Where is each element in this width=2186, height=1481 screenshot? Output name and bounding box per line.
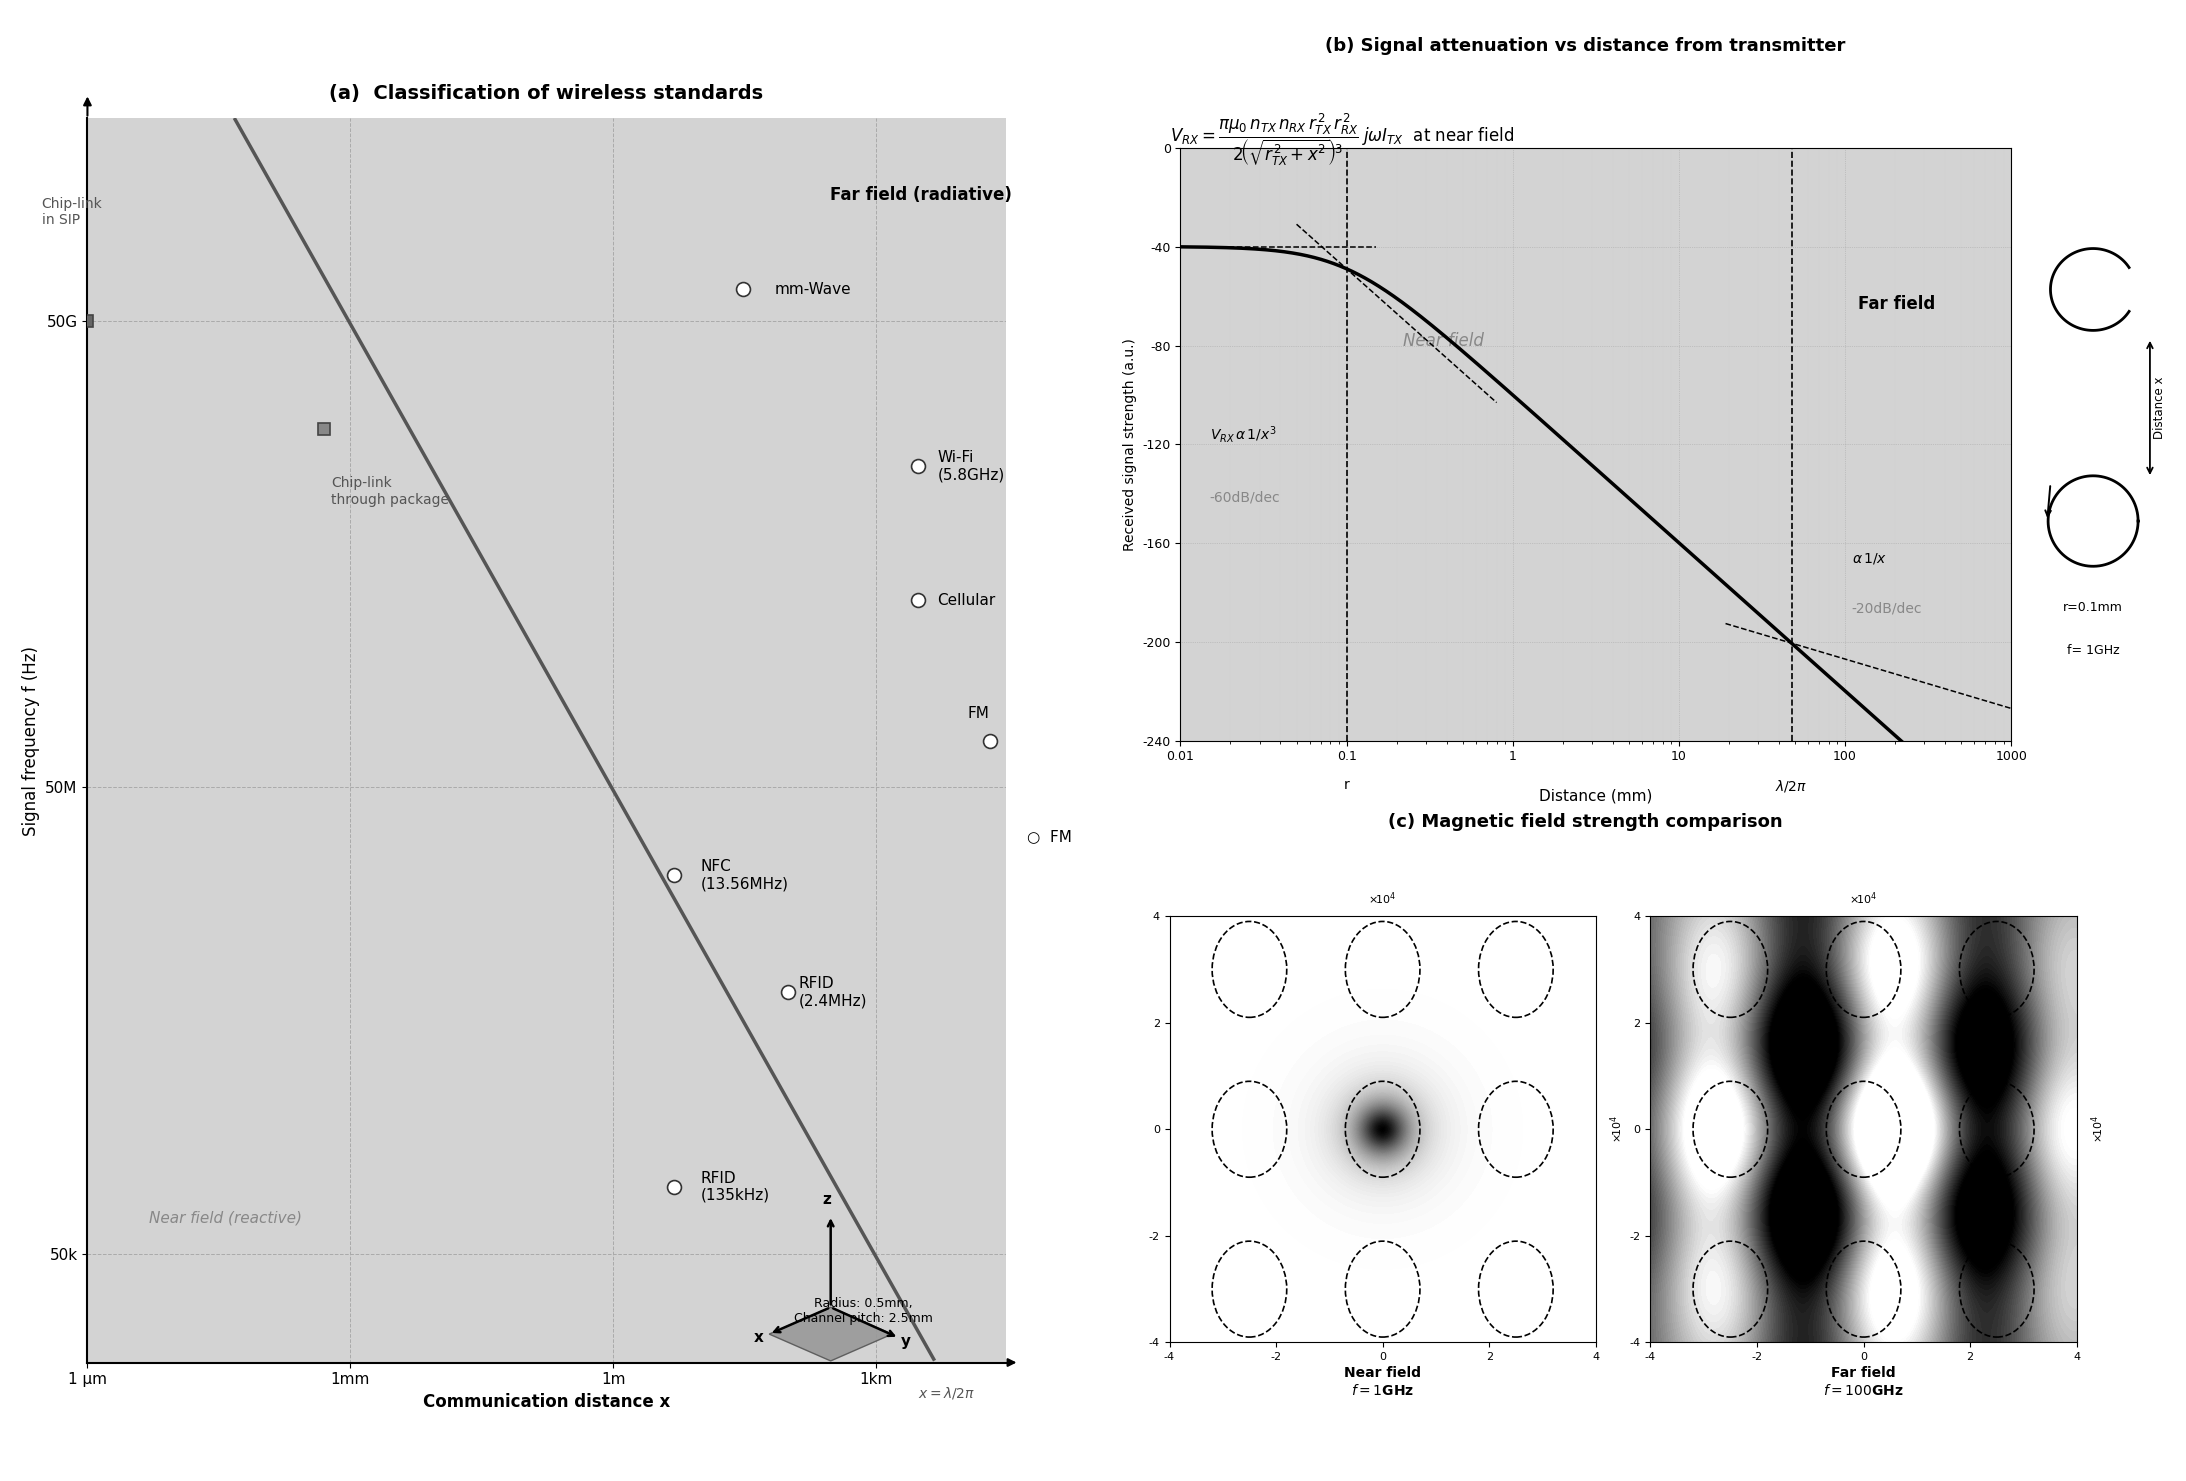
Text: -20dB/dec: -20dB/dec [1852,601,1921,615]
Text: r=0.1mm: r=0.1mm [2064,601,2123,613]
Text: $\times\!10^4$: $\times\!10^4$ [2090,1115,2105,1143]
Text: Cellular: Cellular [938,592,995,607]
Text: Chip-link
in SIP: Chip-link in SIP [42,197,103,227]
X-axis label: Far field
$f=100$GHz: Far field $f=100$GHz [1823,1367,1904,1398]
Text: r: r [1344,778,1349,791]
Text: ○  FM: ○ FM [1027,829,1073,844]
Text: (c) Magnetic field strength comparison: (c) Magnetic field strength comparison [1388,813,1782,831]
Text: RFID
(2.4MHz): RFID (2.4MHz) [798,976,868,1009]
Y-axis label: Received signal strength (a.u.): Received signal strength (a.u.) [1124,338,1137,551]
X-axis label: Communication distance x: Communication distance x [422,1392,671,1411]
Text: Near field (reactive): Near field (reactive) [149,1210,302,1225]
Text: (b) Signal attenuation vs distance from transmitter: (b) Signal attenuation vs distance from … [1325,37,1845,55]
Text: $\lambda/2\pi$: $\lambda/2\pi$ [1775,778,1808,794]
Text: y: y [901,1333,912,1349]
Text: Wi-Fi
(5.8GHz): Wi-Fi (5.8GHz) [938,450,1006,483]
Text: $V_{RX}\,\alpha\,1/x^3$: $V_{RX}\,\alpha\,1/x^3$ [1209,424,1277,444]
Text: NFC
(13.56MHz): NFC (13.56MHz) [702,859,789,892]
Text: z: z [822,1192,831,1207]
Text: Near field: Near field [1403,332,1484,350]
Text: x: x [754,1330,763,1345]
Y-axis label: Signal frequency f (Hz): Signal frequency f (Hz) [22,646,39,835]
Text: $\alpha\,1/x$: $\alpha\,1/x$ [1852,551,1887,566]
Text: RFID
(135kHz): RFID (135kHz) [702,1170,769,1203]
Text: -60dB/dec: -60dB/dec [1209,490,1281,504]
Polygon shape [769,1308,892,1361]
X-axis label: Near field
$f=1$GHz: Near field $f=1$GHz [1344,1367,1421,1398]
Text: $\times\!10^4$: $\times\!10^4$ [1609,1115,1624,1143]
Text: Distance x: Distance x [2153,376,2166,440]
Text: f= 1GHz: f= 1GHz [2066,644,2120,656]
Text: Chip-link
through package: Chip-link through package [330,477,448,507]
Title: (a)  Classification of wireless standards: (a) Classification of wireless standards [330,84,763,104]
Text: mm-Wave: mm-Wave [774,281,853,296]
X-axis label: Distance (mm): Distance (mm) [1539,788,1653,803]
Text: Far field (radiative): Far field (radiative) [831,185,1012,204]
Text: $\times\!10^4$: $\times\!10^4$ [1368,890,1397,906]
Text: $x=\lambda/2\pi$: $x=\lambda/2\pi$ [918,1385,975,1401]
Text: Radius: 0.5mm,
Channel pitch: 2.5mm: Radius: 0.5mm, Channel pitch: 2.5mm [794,1297,933,1324]
Text: $V_{RX}=\dfrac{\pi\mu_0\,n_{TX}\,n_{RX}\,r_{TX}^{\,2}\,r_{RX}^{\,2}}{2\!\left(\s: $V_{RX}=\dfrac{\pi\mu_0\,n_{TX}\,n_{RX}\… [1170,111,1513,167]
Text: Far field: Far field [1858,295,1935,312]
Text: $\times\!10^4$: $\times\!10^4$ [1849,890,1878,906]
Text: FM: FM [968,705,990,721]
